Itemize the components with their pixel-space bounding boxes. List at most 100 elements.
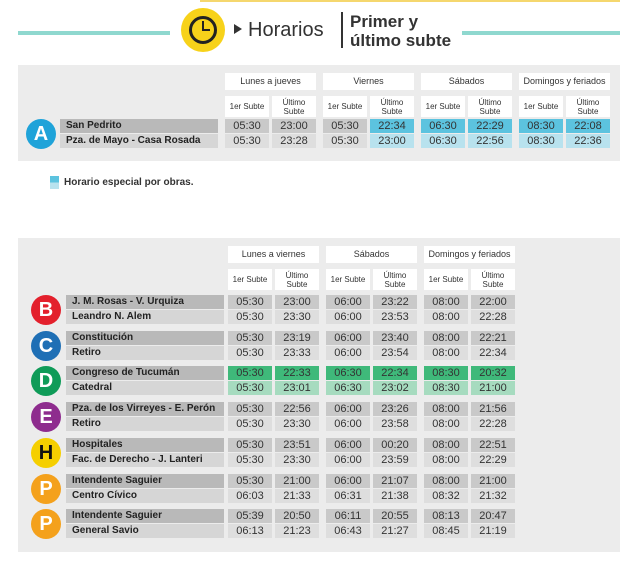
time-cell: 08:00 bbox=[424, 310, 468, 324]
play-arrow bbox=[234, 24, 242, 34]
time-cell: 20:50 bbox=[275, 509, 319, 524]
header-divider bbox=[341, 12, 343, 48]
time-cell: 22:56 bbox=[275, 402, 319, 417]
time-cell: 22:33 bbox=[275, 366, 319, 381]
column-header: 1er Subte bbox=[424, 269, 468, 290]
time-cell: 22:00 bbox=[471, 295, 515, 309]
header-rule-left bbox=[18, 31, 170, 35]
time-cell: 06:11 bbox=[326, 509, 370, 524]
time-cell: 23:30 bbox=[275, 310, 319, 324]
station-name: Pza. de los Virreyes - E. Perón bbox=[66, 402, 224, 417]
time-cell: 23:58 bbox=[373, 417, 417, 432]
time-cell: 06:00 bbox=[326, 473, 370, 488]
time-cell: 05:30 bbox=[228, 473, 272, 488]
station-name: Intendente Saguier bbox=[66, 509, 224, 524]
group-header: Viernes bbox=[323, 73, 414, 90]
time-cell: 05:30 bbox=[228, 381, 272, 396]
station-name: Fac. de Derecho - J. Lanteri bbox=[66, 452, 224, 467]
line-badge: B bbox=[31, 295, 61, 325]
time-cell: 21:00 bbox=[275, 473, 319, 488]
time-cell: 06:00 bbox=[326, 437, 370, 452]
station-name: San Pedrito bbox=[60, 119, 218, 133]
time-cell: 08:00 bbox=[424, 473, 468, 488]
line-badge: P bbox=[31, 473, 61, 504]
line-badge: E bbox=[31, 402, 61, 433]
time-cell: 06:03 bbox=[228, 488, 272, 503]
time-cell: 08:00 bbox=[424, 330, 468, 345]
column-header: Último Subte bbox=[373, 269, 417, 290]
time-cell: 08:00 bbox=[424, 345, 468, 360]
time-cell: 20:47 bbox=[471, 509, 515, 524]
group-header: Sábados bbox=[421, 73, 512, 90]
time-cell: 21:07 bbox=[373, 473, 417, 488]
clock-hand bbox=[202, 21, 204, 31]
time-cell: 06:30 bbox=[421, 119, 465, 133]
group-header: Domingos y feriados bbox=[519, 73, 610, 90]
time-cell: 23:59 bbox=[373, 452, 417, 467]
time-cell: 05:30 bbox=[228, 402, 272, 417]
time-cell: 23:28 bbox=[272, 134, 316, 148]
station-name: Leandro N. Alem bbox=[66, 310, 224, 324]
time-cell: 23:00 bbox=[370, 134, 414, 148]
time-cell: 06:30 bbox=[326, 366, 370, 381]
column-header: 1er Subte bbox=[326, 269, 370, 290]
time-cell: 08:00 bbox=[424, 417, 468, 432]
column-header: 1er Subte bbox=[228, 269, 272, 290]
time-cell: 22:36 bbox=[566, 134, 610, 148]
time-cell: 06:00 bbox=[326, 295, 370, 309]
header-subtitle: último subte bbox=[350, 31, 452, 50]
line-badge: A bbox=[26, 119, 56, 149]
line-badge: H bbox=[31, 437, 61, 468]
time-cell: 08:13 bbox=[424, 509, 468, 524]
time-cell: 21:27 bbox=[373, 524, 417, 539]
time-cell: 23:53 bbox=[373, 310, 417, 324]
station-name: Hospitales bbox=[66, 437, 224, 452]
time-cell: 22:29 bbox=[471, 452, 515, 467]
time-cell: 06:43 bbox=[326, 524, 370, 539]
time-cell: 06:31 bbox=[326, 488, 370, 503]
column-header: Último Subte bbox=[471, 269, 515, 290]
time-cell: 08:45 bbox=[424, 524, 468, 539]
station-name: Catedral bbox=[66, 381, 224, 396]
header-title: Horarios bbox=[248, 19, 324, 41]
time-cell: 23:54 bbox=[373, 345, 417, 360]
time-cell: 22:28 bbox=[471, 417, 515, 432]
column-header: 1er Subte bbox=[421, 96, 465, 117]
time-cell: 05:30 bbox=[228, 295, 272, 309]
station-name: Retiro bbox=[66, 417, 224, 432]
station-name: Retiro bbox=[66, 345, 224, 360]
top-rule bbox=[200, 0, 620, 2]
time-cell: 05:30 bbox=[228, 366, 272, 381]
time-cell: 22:08 bbox=[566, 119, 610, 133]
time-cell: 22:28 bbox=[471, 310, 515, 324]
time-cell: 05:30 bbox=[323, 134, 367, 148]
time-cell: 06:30 bbox=[326, 381, 370, 396]
time-cell: 05:30 bbox=[228, 330, 272, 345]
time-cell: 05:30 bbox=[228, 437, 272, 452]
time-cell: 23:30 bbox=[275, 417, 319, 432]
time-cell: 22:34 bbox=[373, 366, 417, 381]
time-cell: 22:34 bbox=[370, 119, 414, 133]
time-cell: 06:00 bbox=[326, 417, 370, 432]
group-header: Lunes a jueves bbox=[225, 73, 316, 90]
time-cell: 05:30 bbox=[225, 119, 269, 133]
time-cell: 06:00 bbox=[326, 345, 370, 360]
time-cell: 06:00 bbox=[326, 452, 370, 467]
column-header: Último Subte bbox=[272, 96, 316, 117]
time-cell: 05:30 bbox=[228, 417, 272, 432]
time-cell: 06:00 bbox=[326, 402, 370, 417]
station-name: Congreso de Tucumán bbox=[66, 366, 224, 381]
group-header: Domingos y feriados bbox=[424, 246, 515, 263]
time-cell: 08:00 bbox=[424, 295, 468, 309]
time-cell: 00:20 bbox=[373, 437, 417, 452]
column-header: Último Subte bbox=[275, 269, 319, 290]
line-badge: C bbox=[31, 330, 61, 361]
time-cell: 21:56 bbox=[471, 402, 515, 417]
time-cell: 21:32 bbox=[471, 488, 515, 503]
time-cell: 21:33 bbox=[275, 488, 319, 503]
time-cell: 06:13 bbox=[228, 524, 272, 539]
line-badge: D bbox=[31, 366, 61, 397]
time-cell: 23:22 bbox=[373, 295, 417, 309]
column-header: Último Subte bbox=[566, 96, 610, 117]
